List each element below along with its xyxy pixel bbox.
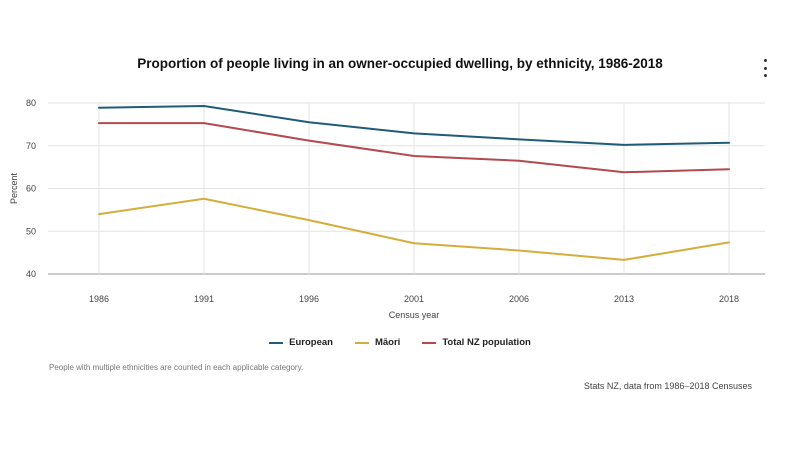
legend-item-european[interactable]: European bbox=[269, 337, 333, 348]
x-tick-label-2013: 2013 bbox=[614, 294, 634, 304]
y-tick-label-80: 80 bbox=[26, 98, 36, 108]
x-tick-label-1991: 1991 bbox=[194, 294, 214, 304]
y-tick-label-50: 50 bbox=[26, 226, 36, 236]
y-axis-label: Percent bbox=[9, 172, 19, 204]
x-tick-label-1996: 1996 bbox=[299, 294, 319, 304]
legend-swatch-total bbox=[422, 341, 437, 344]
x-tick-label-2001: 2001 bbox=[404, 294, 424, 304]
footnote: People with multiple ethnicities are cou… bbox=[49, 363, 304, 372]
legend-swatch-maori bbox=[354, 341, 369, 344]
legend-item-total[interactable]: Total NZ population bbox=[422, 337, 531, 348]
source-credit: Stats NZ, data from 1986–2018 Censuses bbox=[583, 381, 752, 391]
legend-label-maori: Māori bbox=[374, 337, 401, 348]
y-tick-label-60: 60 bbox=[26, 184, 36, 194]
chart-title: Proportion of people living in an owner-… bbox=[137, 56, 663, 71]
x-tick-label-2006: 2006 bbox=[509, 294, 529, 304]
y-tick-label-70: 70 bbox=[26, 141, 36, 151]
legend-label-european: European bbox=[289, 337, 333, 348]
y-tick-label-40: 40 bbox=[26, 269, 36, 279]
x-axis-label: Census year bbox=[389, 310, 440, 320]
chart-legend: European Māori Total NZ population bbox=[0, 337, 800, 348]
more-vertical-icon[interactable] bbox=[760, 59, 770, 77]
x-tick-label-2018: 2018 bbox=[719, 294, 739, 304]
legend-item-maori[interactable]: Māori bbox=[354, 337, 401, 348]
legend-label-total: Total NZ population bbox=[442, 337, 531, 348]
legend-swatch-european bbox=[269, 341, 284, 344]
x-tick-label-1986: 1986 bbox=[89, 294, 109, 304]
